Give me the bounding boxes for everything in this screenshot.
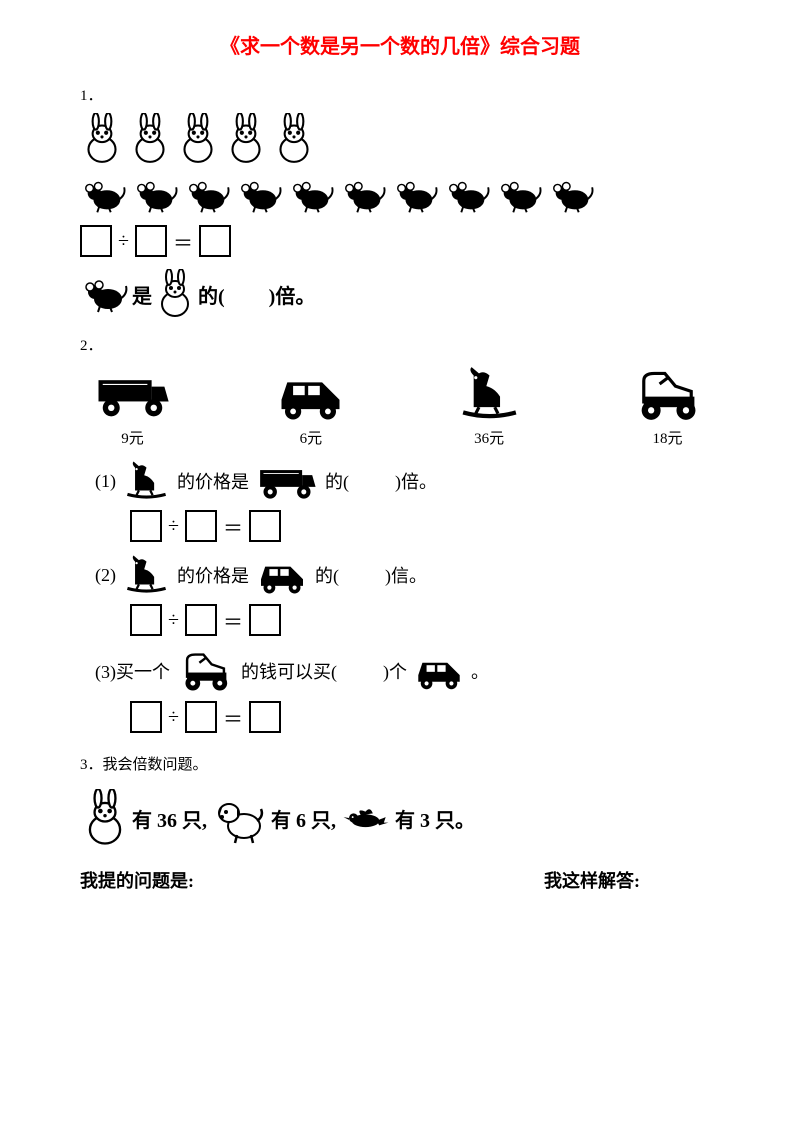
equals-sign: ＝ — [223, 512, 243, 541]
q1-sentence: 是 的( )倍。 — [80, 269, 720, 319]
q2-sub3-equation: ÷ ＝ — [130, 701, 720, 733]
toy-item: 9元 — [90, 365, 175, 448]
text: 有 36 只, — [132, 804, 207, 833]
mouse-icon — [288, 175, 336, 215]
prefix: (1) — [95, 471, 116, 492]
truck-icon — [252, 460, 322, 502]
text: )信。 — [385, 562, 427, 588]
q1-rabbit-row — [80, 113, 720, 165]
mouse-icon — [80, 175, 128, 215]
title-text: 《求一个数是另一个数的几倍》综合习题 — [220, 36, 580, 58]
truck-icon — [90, 365, 175, 423]
blank-box[interactable] — [135, 225, 167, 257]
q2-sub3: (3)买一个 的钱可以买( )个 。 — [95, 648, 720, 693]
kart-icon — [173, 648, 238, 693]
mouse-icon — [184, 175, 232, 215]
text: 的( — [315, 562, 339, 588]
text: 的价格是 — [177, 562, 249, 588]
footer-right: 我这样解答: — [544, 867, 640, 893]
mouse-icon — [548, 175, 596, 215]
blank-box[interactable] — [130, 701, 162, 733]
mouse-icon — [80, 272, 130, 316]
rabbit-icon — [128, 113, 172, 165]
car-icon — [252, 554, 312, 596]
divide-sign: ÷ — [168, 706, 179, 729]
text: )倍。 — [395, 468, 437, 494]
q3-footer: 我提的问题是: 我这样解答: — [80, 867, 720, 893]
blank-box[interactable] — [199, 225, 231, 257]
blank-box[interactable] — [130, 510, 162, 542]
rabbit-icon — [176, 113, 220, 165]
blank-box[interactable] — [185, 604, 217, 636]
q1-number: 1． — [80, 84, 720, 105]
equals-sign: ＝ — [173, 227, 193, 256]
divide-sign: ÷ — [168, 609, 179, 632]
kart-icon — [625, 365, 710, 423]
divide-sign: ÷ — [118, 230, 129, 253]
mouse-icon — [340, 175, 388, 215]
text: 的( — [325, 468, 349, 494]
toy-item: 6元 — [268, 365, 353, 448]
rabbit-icon — [80, 789, 130, 847]
price-label: 36元 — [474, 427, 504, 448]
prefix: (2) — [95, 565, 116, 586]
page-title: 《求一个数是另一个数的几倍》综合习题 — [80, 30, 720, 59]
q2-sub2-equation: ÷ ＝ — [130, 604, 720, 636]
text: 是 — [132, 280, 152, 309]
q1-equation: ÷ ＝ — [80, 225, 720, 257]
rabbit-icon — [224, 113, 268, 165]
q1-mouse-row — [80, 175, 720, 215]
text: 的价格是 — [177, 468, 249, 494]
blank-box[interactable] — [249, 701, 281, 733]
dog-icon — [209, 791, 269, 846]
text: )个 — [383, 658, 407, 684]
q2-toy-row: 9元 6元 36元 18元 — [80, 365, 720, 448]
blank-box[interactable] — [185, 510, 217, 542]
price-label: 18元 — [652, 427, 682, 448]
blank-box[interactable] — [185, 701, 217, 733]
q3-number: 3．我会倍数问题。 — [80, 753, 720, 774]
q2-sub1-equation: ÷ ＝ — [130, 510, 720, 542]
mouse-icon — [444, 175, 492, 215]
divide-sign: ÷ — [168, 515, 179, 538]
horse-icon — [119, 460, 174, 502]
blank-box[interactable] — [80, 225, 112, 257]
footer-left: 我提的问题是: — [80, 867, 194, 893]
car-icon — [268, 365, 353, 423]
car-icon — [410, 650, 468, 692]
mouse-icon — [132, 175, 180, 215]
text: )倍。 — [269, 280, 316, 309]
text: 的( — [198, 280, 225, 309]
toy-item: 36元 — [447, 365, 532, 448]
mouse-icon — [236, 175, 284, 215]
q2-sub2: (2) 的价格是 的( )信。 — [95, 554, 720, 596]
q2-sub1: (1) 的价格是 的( )倍。 — [95, 460, 720, 502]
text: 。 — [471, 658, 489, 684]
equals-sign: ＝ — [223, 606, 243, 635]
price-label: 9元 — [121, 427, 144, 448]
text: 有 6 只, — [271, 804, 336, 833]
text: 有 3 只。 — [395, 804, 475, 833]
equals-sign: ＝ — [223, 703, 243, 732]
blank-box[interactable] — [130, 604, 162, 636]
q2-number: 2． — [80, 334, 720, 355]
bird-icon — [338, 804, 393, 832]
text: 的钱可以买( — [241, 658, 337, 684]
horse-icon — [119, 554, 174, 596]
mouse-icon — [392, 175, 440, 215]
rabbit-icon — [154, 269, 196, 319]
rabbit-icon — [272, 113, 316, 165]
mouse-icon — [496, 175, 544, 215]
toy-item: 18元 — [625, 365, 710, 448]
blank-box[interactable] — [249, 604, 281, 636]
rabbit-icon — [80, 113, 124, 165]
price-label: 6元 — [300, 427, 323, 448]
prefix: (3)买一个 — [95, 658, 170, 684]
blank-box[interactable] — [249, 510, 281, 542]
q3-row: 有 36 只, 有 6 只, 有 3 只。 — [80, 789, 720, 847]
horse-icon — [447, 365, 532, 423]
